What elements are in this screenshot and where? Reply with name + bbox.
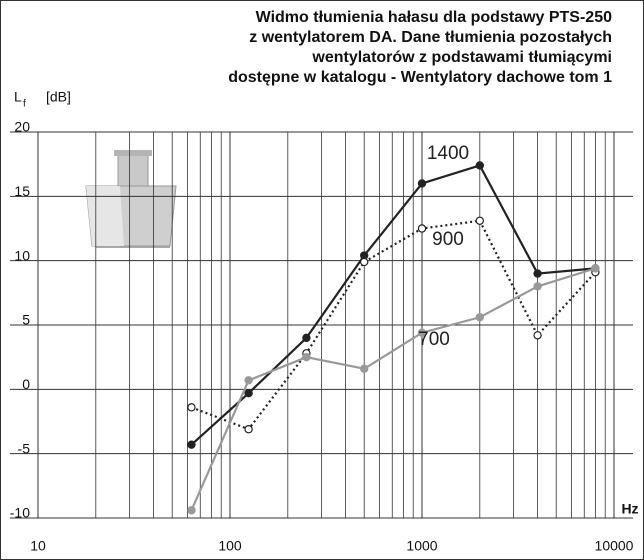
marker — [187, 403, 196, 412]
marker — [302, 352, 311, 362]
series-line — [191, 219, 597, 431]
y-label-subscript: f — [23, 99, 26, 110]
series-line — [190, 164, 596, 446]
x-tick-label: 10000 — [595, 538, 634, 554]
marker — [244, 425, 253, 434]
marker — [187, 440, 196, 449]
x-tick-label: 100 — [218, 538, 242, 554]
series-label: 900 — [432, 229, 464, 250]
marker — [360, 257, 369, 267]
series-line — [190, 267, 596, 511]
y-label-symbol: L — [14, 89, 22, 105]
y-tick-label: 15 — [14, 183, 30, 199]
marker — [360, 364, 369, 373]
marker — [475, 216, 484, 225]
marker — [187, 506, 196, 515]
marker — [244, 388, 253, 398]
chart-title: Widmo tłumienia hałasu dla podstawy PTS-… — [256, 9, 612, 26]
y-tick-label: -5 — [18, 440, 31, 456]
chart-title: dostępne w katalogu - Wentylatory dachow… — [228, 69, 612, 86]
marker — [591, 264, 600, 273]
y-tick-label: 5 — [22, 312, 30, 328]
y-tick-label: -10 — [10, 505, 30, 521]
x-tick-label: 1000 — [406, 538, 437, 554]
marker — [244, 376, 253, 385]
marker — [475, 161, 484, 170]
marker — [533, 331, 542, 340]
marker — [475, 313, 484, 322]
chart-title: z wentylatorem DA. Dane tłumienia pozost… — [249, 29, 612, 46]
marker — [417, 224, 427, 233]
y-tick-label: 10 — [14, 247, 30, 263]
marker — [417, 179, 427, 188]
series-label: 700 — [418, 329, 450, 350]
marker — [417, 328, 427, 337]
x-label: Hz — [621, 501, 638, 517]
y-tick-label: 20 — [14, 119, 30, 135]
series-label: 1400 — [427, 143, 469, 164]
y-tick-label: 0 — [22, 376, 30, 392]
x-tick-label: 10 — [30, 538, 46, 554]
y-label-unit: [dB] — [46, 89, 71, 105]
marker — [302, 333, 311, 343]
marker — [533, 269, 542, 278]
chart-title: wentylatorów z podstawami tłumiącymi — [311, 49, 612, 66]
marker — [533, 282, 542, 291]
